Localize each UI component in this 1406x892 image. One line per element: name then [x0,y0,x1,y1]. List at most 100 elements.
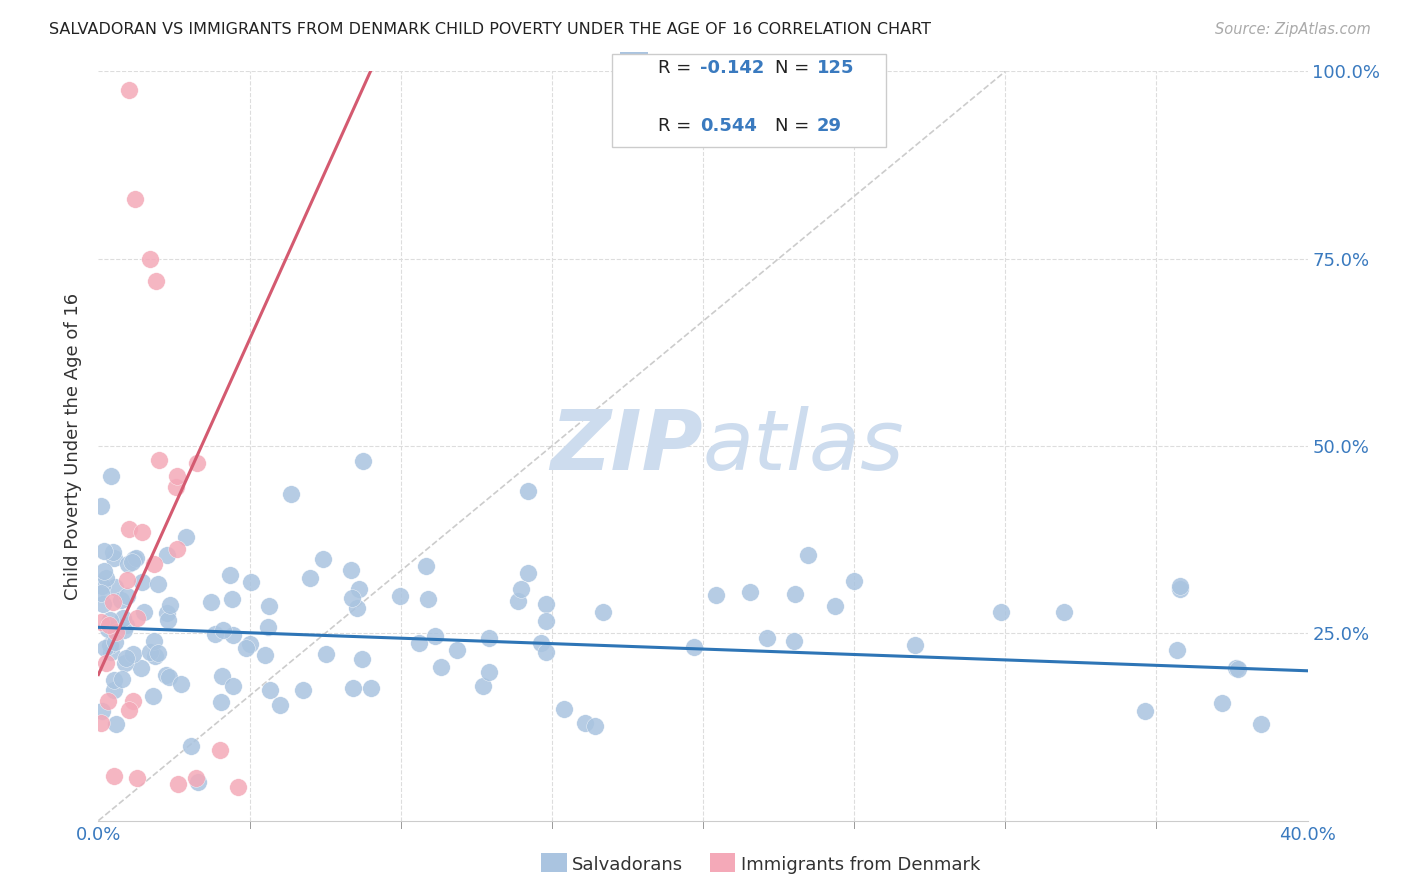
Point [180,739,202,754]
Point [129,661,152,675]
Y-axis label: Child Poverty Under the Age of 16: Child Poverty Under the Age of 16 [65,293,83,599]
Point [103,551,125,566]
Point [98,638,121,652]
Point [112,611,135,625]
Point [259,682,281,697]
Point [315,647,337,661]
Text: Immigrants from Denmark: Immigrants from Denmark [741,856,980,874]
Point [553,702,575,716]
Point [478,665,501,679]
Point [90,704,112,718]
Point [90,586,112,600]
Point [131,574,153,589]
Point [342,591,364,606]
Point [1168,582,1191,597]
Point [110,593,132,607]
Point [105,624,128,639]
Point [349,582,371,597]
Point [738,585,761,599]
Point [1168,579,1191,593]
Point [91,579,114,593]
Point [517,483,540,498]
Point [166,469,188,483]
Point [534,597,557,611]
Point [446,642,468,657]
Text: atlas: atlas [703,406,904,486]
Point [143,648,166,663]
Text: N =: N = [775,59,814,77]
Point [148,452,170,467]
Point [187,775,209,789]
Point [1227,662,1250,676]
Point [122,648,145,662]
Text: R =: R = [658,59,697,77]
Point [423,629,446,643]
Point [352,454,374,468]
Point [103,683,125,698]
Point [122,694,145,708]
Point [221,679,243,693]
Point [97,694,120,708]
Point [219,568,242,582]
Point [131,525,153,540]
Point [118,523,141,537]
Point [105,717,128,731]
Point [124,550,146,565]
Point [429,660,451,674]
Point [510,582,533,597]
Point [221,592,243,607]
Point [142,633,165,648]
Point [104,634,127,648]
Point [682,640,704,655]
Point [352,652,374,666]
Point [125,611,148,625]
Point [204,627,226,641]
Point [90,615,112,629]
Point [122,552,145,566]
Point [90,715,112,730]
Point [299,571,322,585]
Point [156,613,179,627]
Point [312,552,335,566]
Point [186,771,208,785]
Point [174,530,197,544]
Text: 125: 125 [817,59,855,77]
Point [139,645,162,659]
Point [797,548,820,562]
Text: Source: ZipAtlas.com: Source: ZipAtlas.com [1215,22,1371,37]
Point [165,480,187,494]
Point [155,668,177,682]
Point [1250,716,1272,731]
Point [186,456,208,470]
Point [94,657,117,671]
Text: 0.544: 0.544 [700,117,756,135]
Point [93,564,115,578]
Point [124,192,146,206]
Point [1133,704,1156,718]
Point [478,631,501,645]
Point [990,605,1012,619]
Point [90,499,112,513]
Point [127,772,149,786]
Point [211,669,233,683]
Point [139,252,162,266]
Point [156,606,179,620]
Point [824,599,846,614]
Point [103,673,125,687]
Point [222,628,245,642]
Point [574,716,596,731]
Point [148,647,170,661]
Point [117,574,139,588]
Text: 29: 29 [817,117,842,135]
Point [1053,605,1076,619]
Point [111,672,134,686]
Point [145,274,167,288]
Point [121,555,143,569]
Point [408,635,430,649]
Point [1166,643,1188,657]
Point [592,605,614,619]
Point [98,613,121,627]
Point [96,571,118,585]
Point [389,590,412,604]
Point [97,623,120,637]
